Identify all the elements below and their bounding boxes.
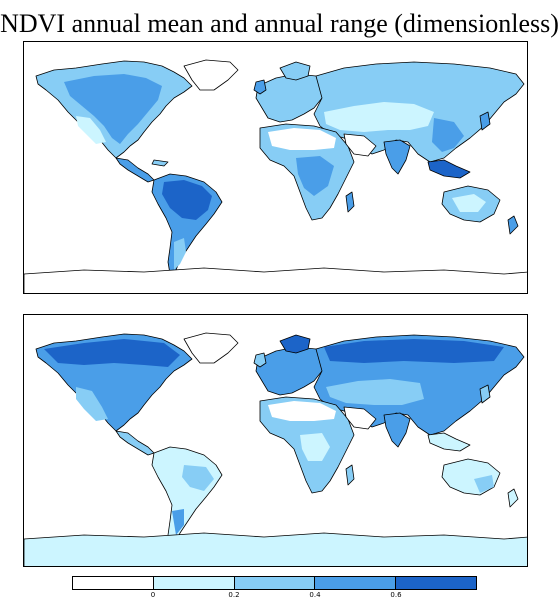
- central-america-land: [115, 157, 155, 183]
- scandinavia-land: [279, 61, 311, 81]
- uk-land: [253, 79, 267, 95]
- india-land: [383, 139, 411, 175]
- sahara-region: [268, 128, 336, 150]
- australia-interior: [452, 194, 486, 212]
- colorbar-swatch: [396, 577, 476, 589]
- colorbar-swatch: [234, 577, 316, 589]
- caribbean-land: [151, 159, 169, 167]
- south-america-south: [172, 509, 184, 535]
- india-land: [383, 412, 411, 448]
- siberia-boreal: [324, 339, 504, 363]
- central-africa-dense: [296, 156, 334, 196]
- scandinavia-land: [279, 334, 311, 354]
- page-title: NDVI annual mean and annual range (dimen…: [0, 9, 559, 38]
- annual-mean-map: [23, 41, 528, 294]
- europe-land: [255, 346, 325, 396]
- madagascar-land: [345, 191, 355, 213]
- colorbar-tick-label: 0.2: [228, 591, 240, 599]
- south-america-south: [174, 238, 186, 270]
- arabia-land: [343, 133, 377, 157]
- australia-southeast: [474, 475, 494, 493]
- sahara-region: [268, 401, 336, 421]
- antarctica-land: [24, 267, 527, 293]
- antarctica-land: [24, 532, 527, 566]
- greenland-land: [183, 332, 239, 364]
- asia-east-dense: [432, 118, 464, 152]
- greenland-land: [183, 59, 239, 91]
- colorbar: [72, 576, 477, 590]
- japan-land: [479, 111, 491, 131]
- central-america-land: [115, 430, 155, 456]
- colorbar-tick-label: 0: [150, 591, 156, 599]
- japan-land: [479, 384, 491, 404]
- europe-land: [255, 73, 325, 123]
- colorbar-swatch: [315, 577, 397, 589]
- asia-arid: [324, 102, 434, 132]
- south-america-east: [182, 465, 214, 491]
- north-america-dense: [64, 74, 162, 144]
- annual-mean-map-svg: [24, 59, 527, 293]
- north-america-arid: [76, 116, 106, 144]
- south-america-dense: [162, 180, 212, 220]
- southeast-asia-land: [427, 159, 471, 179]
- new-zealand-land: [507, 488, 519, 508]
- annual-range-map-svg: [24, 332, 527, 566]
- madagascar-land: [345, 464, 355, 486]
- colorbar-swatch: [153, 577, 235, 589]
- central-africa-low: [300, 433, 330, 461]
- asia-arid: [326, 379, 424, 405]
- north-america-boreal: [44, 339, 180, 367]
- southeast-asia-land: [427, 432, 471, 452]
- annual-range-map: [23, 314, 528, 567]
- arabia-land: [343, 406, 377, 430]
- uk-land: [253, 352, 267, 368]
- colorbar-swatch: [73, 577, 154, 589]
- colorbar-tick-label: 0.6: [390, 591, 402, 599]
- new-zealand-land: [507, 215, 519, 235]
- north-america-west: [76, 387, 108, 421]
- colorbar-tick-label: 0.4: [309, 591, 321, 599]
